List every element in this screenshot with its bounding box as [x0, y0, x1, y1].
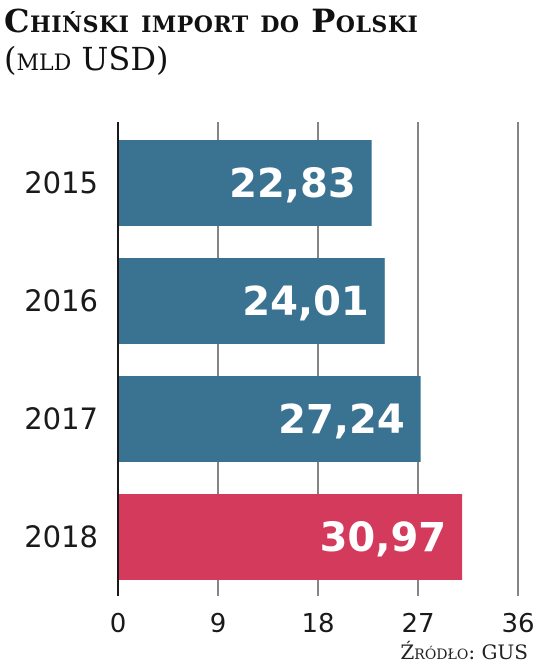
bar	[118, 258, 385, 344]
x-tick-label: 18	[301, 609, 334, 639]
bar	[118, 494, 463, 580]
x-tick-label: 0	[110, 609, 127, 639]
bar-value-label: 30,97	[320, 515, 447, 561]
source-note: Źródło: GUS	[400, 640, 528, 664]
bar-value-label: 27,24	[278, 397, 405, 443]
category-label: 2016	[24, 284, 98, 318]
category-label: 2018	[24, 520, 98, 554]
bar-value-label: 24,01	[242, 279, 369, 325]
bar-value-label: 22,83	[229, 161, 356, 207]
bar	[118, 376, 421, 462]
x-tick-label: 27	[401, 609, 434, 639]
chart-title: Chiński import do Polski	[4, 2, 419, 40]
category-label: 2017	[24, 402, 98, 436]
chart-subtitle: (mld USD)	[4, 40, 169, 78]
bar	[118, 140, 372, 226]
category-label: 2015	[24, 166, 98, 200]
x-tick-label: 9	[210, 609, 227, 639]
x-tick-label: 36	[501, 609, 534, 639]
